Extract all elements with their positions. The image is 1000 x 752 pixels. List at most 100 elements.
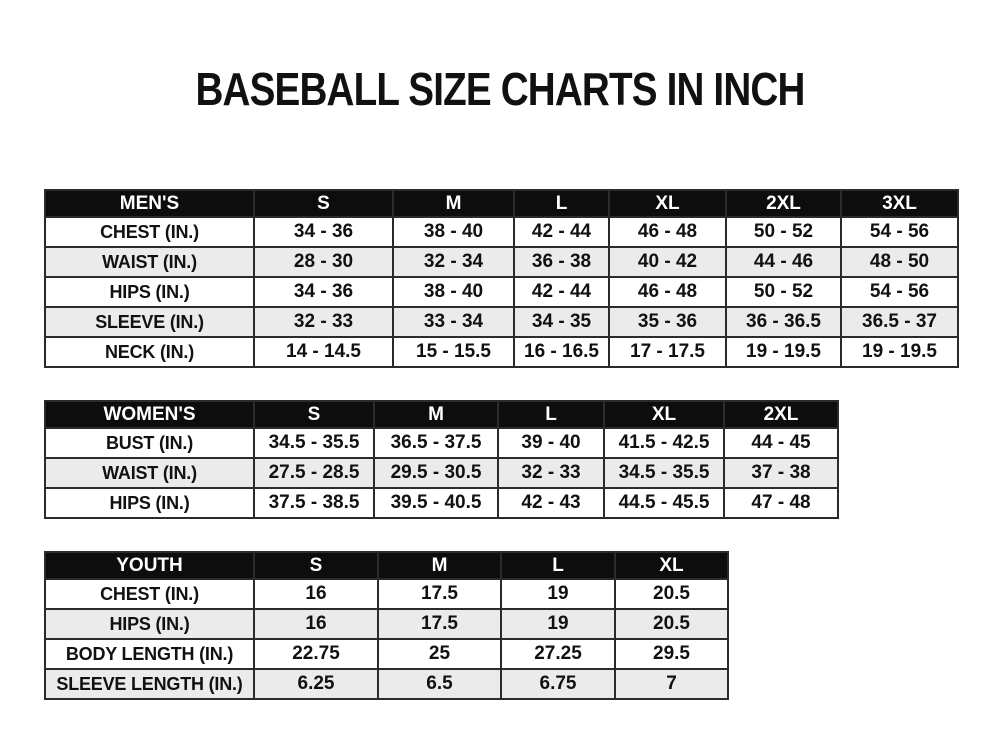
youth-col-m: M — [377, 551, 502, 580]
table-cell: 42 - 44 — [513, 276, 610, 308]
table-cell: 42 - 43 — [497, 487, 605, 519]
table-cell: 48 - 50 — [840, 246, 959, 278]
youth-size-table: YOUTH S M L XL CHEST (IN.) 16 17.5 19 20… — [44, 551, 729, 700]
table-cell: 32 - 33 — [253, 306, 394, 338]
womens-table-title: WOMEN'S — [44, 400, 255, 429]
table-cell: 20.5 — [614, 608, 729, 640]
womens-row-hips: HIPS (IN.) 37.5 - 38.5 39.5 - 40.5 42 - … — [44, 487, 839, 519]
table-cell: 20.5 — [614, 578, 729, 610]
table-cell: 36.5 - 37 — [840, 306, 959, 338]
table-cell: 34 - 36 — [253, 276, 394, 308]
table-cell: 19 - 19.5 — [725, 336, 842, 368]
table-cell: 38 - 40 — [392, 276, 515, 308]
row-label: WAIST (IN.) — [44, 457, 255, 489]
table-cell: 16 - 16.5 — [513, 336, 610, 368]
table-cell: 42 - 44 — [513, 216, 610, 248]
womens-col-m: M — [373, 400, 499, 429]
table-cell: 38 - 40 — [392, 216, 515, 248]
row-label: BUST (IN.) — [44, 427, 255, 459]
table-cell: 16 — [253, 578, 379, 610]
row-label: HIPS (IN.) — [44, 276, 255, 308]
womens-size-table: WOMEN'S S M L XL 2XL BUST (IN.) 34.5 - 3… — [44, 400, 839, 519]
mens-col-2xl: 2XL — [725, 189, 842, 218]
table-cell: 34 - 35 — [513, 306, 610, 338]
womens-col-xl: XL — [603, 400, 725, 429]
table-cell: 44.5 - 45.5 — [603, 487, 725, 519]
table-cell: 36.5 - 37.5 — [373, 427, 499, 459]
table-cell: 17.5 — [377, 578, 502, 610]
table-cell: 19 — [500, 578, 616, 610]
table-cell: 36 - 36.5 — [725, 306, 842, 338]
table-cell: 17.5 — [377, 608, 502, 640]
mens-row-sleeve: SLEEVE (IN.) 32 - 33 33 - 34 34 - 35 35 … — [44, 306, 959, 338]
row-label: CHEST (IN.) — [44, 578, 255, 610]
womens-col-s: S — [253, 400, 375, 429]
table-cell: 17 - 17.5 — [608, 336, 727, 368]
table-cell: 46 - 48 — [608, 216, 727, 248]
table-cell: 6.5 — [377, 668, 502, 700]
table-cell: 6.75 — [500, 668, 616, 700]
womens-row-bust: BUST (IN.) 34.5 - 35.5 36.5 - 37.5 39 - … — [44, 427, 839, 459]
table-cell: 34.5 - 35.5 — [253, 427, 375, 459]
table-cell: 25 — [377, 638, 502, 670]
table-cell: 36 - 38 — [513, 246, 610, 278]
youth-row-chest: CHEST (IN.) 16 17.5 19 20.5 — [44, 578, 729, 610]
table-cell: 41.5 - 42.5 — [603, 427, 725, 459]
table-cell: 27.25 — [500, 638, 616, 670]
table-cell: 33 - 34 — [392, 306, 515, 338]
page-title: BASEBALL SIZE CHARTS IN INCH — [195, 63, 805, 115]
table-cell: 44 - 45 — [723, 427, 839, 459]
mens-col-m: M — [392, 189, 515, 218]
youth-row-body-length: BODY LENGTH (IN.) 22.75 25 27.25 29.5 — [44, 638, 729, 670]
youth-row-hips: HIPS (IN.) 16 17.5 19 20.5 — [44, 608, 729, 640]
mens-header-row: MEN'S S M L XL 2XL 3XL — [44, 189, 959, 218]
table-cell: 44 - 46 — [725, 246, 842, 278]
row-label: HIPS (IN.) — [44, 608, 255, 640]
table-cell: 35 - 36 — [608, 306, 727, 338]
row-label: WAIST (IN.) — [44, 246, 255, 278]
table-cell: 50 - 52 — [725, 216, 842, 248]
youth-col-s: S — [253, 551, 379, 580]
table-cell: 50 - 52 — [725, 276, 842, 308]
table-cell: 6.25 — [253, 668, 379, 700]
mens-size-table: MEN'S S M L XL 2XL 3XL CHEST (IN.) 34 - … — [44, 189, 959, 368]
table-cell: 14 - 14.5 — [253, 336, 394, 368]
table-cell: 37.5 - 38.5 — [253, 487, 375, 519]
table-cell: 29.5 - 30.5 — [373, 457, 499, 489]
mens-table-title: MEN'S — [44, 189, 255, 218]
table-cell: 28 - 30 — [253, 246, 394, 278]
table-cell: 19 — [500, 608, 616, 640]
row-label: NECK (IN.) — [44, 336, 255, 368]
youth-col-l: L — [500, 551, 616, 580]
table-cell: 46 - 48 — [608, 276, 727, 308]
row-label: SLEEVE LENGTH (IN.) — [44, 668, 255, 700]
table-cell: 39.5 - 40.5 — [373, 487, 499, 519]
row-label: BODY LENGTH (IN.) — [44, 638, 255, 670]
mens-row-chest: CHEST (IN.) 34 - 36 38 - 40 42 - 44 46 -… — [44, 216, 959, 248]
mens-row-neck: NECK (IN.) 14 - 14.5 15 - 15.5 16 - 16.5… — [44, 336, 959, 368]
table-cell: 37 - 38 — [723, 457, 839, 489]
mens-row-waist: WAIST (IN.) 28 - 30 32 - 34 36 - 38 40 -… — [44, 246, 959, 278]
table-cell: 54 - 56 — [840, 216, 959, 248]
table-cell: 19 - 19.5 — [840, 336, 959, 368]
mens-row-hips: HIPS (IN.) 34 - 36 38 - 40 42 - 44 46 - … — [44, 276, 959, 308]
mens-col-l: L — [513, 189, 610, 218]
mens-col-3xl: 3XL — [840, 189, 959, 218]
table-cell: 39 - 40 — [497, 427, 605, 459]
row-label: HIPS (IN.) — [44, 487, 255, 519]
row-label: SLEEVE (IN.) — [44, 306, 255, 338]
table-cell: 16 — [253, 608, 379, 640]
womens-row-waist: WAIST (IN.) 27.5 - 28.5 29.5 - 30.5 32 -… — [44, 457, 839, 489]
youth-header-row: YOUTH S M L XL — [44, 551, 729, 580]
table-cell: 40 - 42 — [608, 246, 727, 278]
youth-table-title: YOUTH — [44, 551, 255, 580]
table-cell: 15 - 15.5 — [392, 336, 515, 368]
womens-col-2xl: 2XL — [723, 400, 839, 429]
table-cell: 29.5 — [614, 638, 729, 670]
table-cell: 32 - 33 — [497, 457, 605, 489]
table-cell: 27.5 - 28.5 — [253, 457, 375, 489]
table-cell: 22.75 — [253, 638, 379, 670]
mens-col-s: S — [253, 189, 394, 218]
youth-col-xl: XL — [614, 551, 729, 580]
